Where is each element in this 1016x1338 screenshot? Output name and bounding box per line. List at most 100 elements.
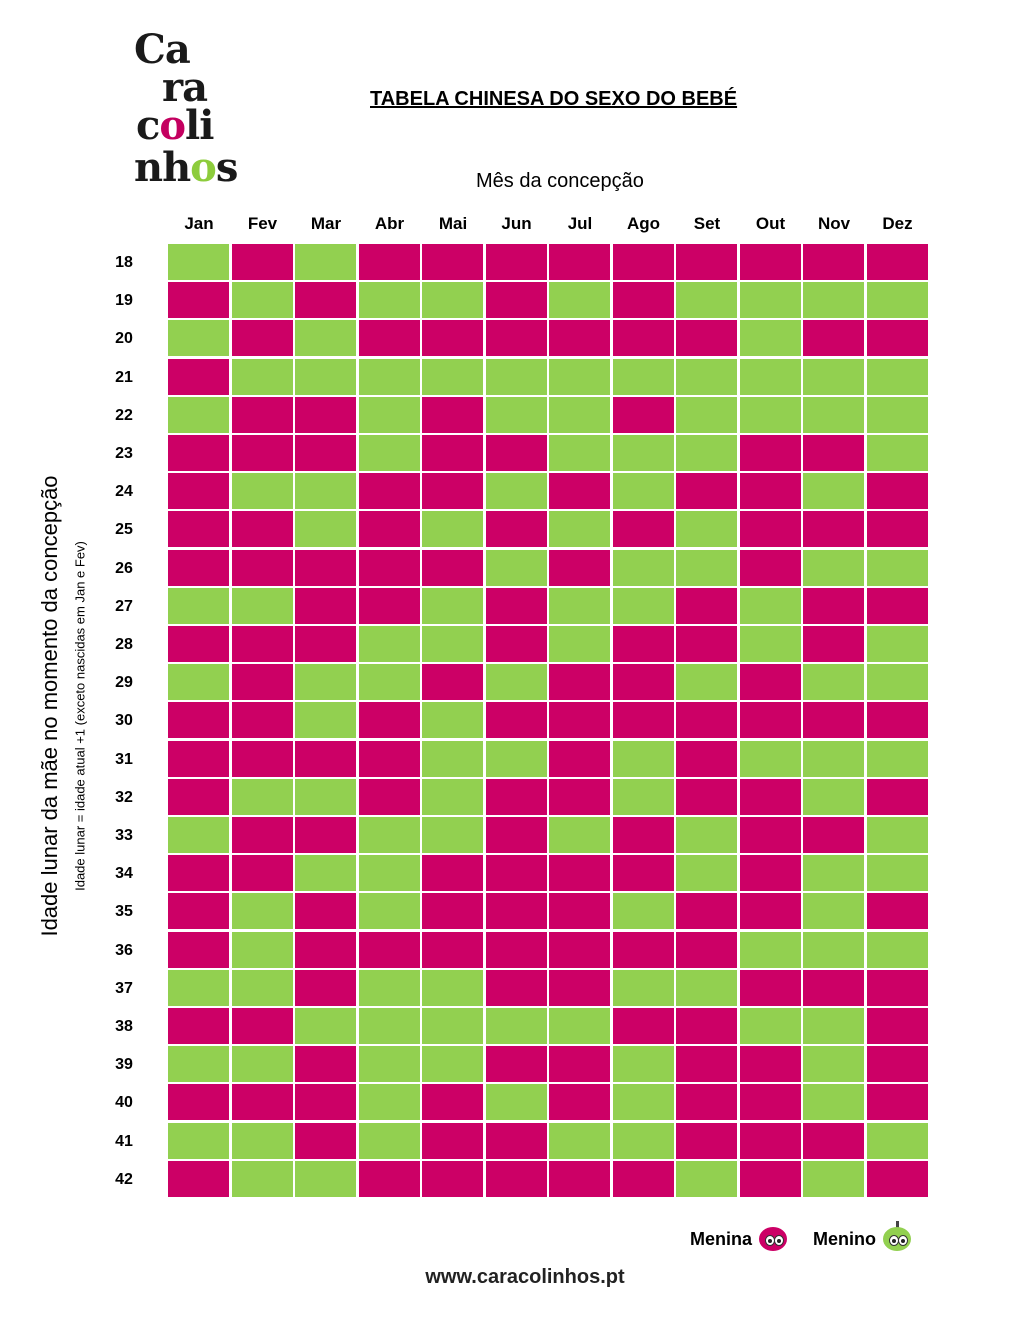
- cell-menina: [739, 702, 801, 739]
- cell-menino: [358, 282, 420, 319]
- cell-menino: [168, 587, 229, 624]
- cell-menina: [549, 702, 610, 739]
- month-header: Dez: [882, 214, 913, 233]
- cell-menino: [295, 1008, 356, 1044]
- cell-menino: [803, 396, 864, 433]
- cell-menino: [422, 702, 483, 739]
- cell-menina: [168, 549, 229, 586]
- cell-menino: [803, 358, 864, 395]
- cell-menina: [168, 702, 229, 739]
- cell-menino: [485, 1084, 547, 1121]
- cell-menino: [231, 893, 293, 930]
- cell-menina: [803, 320, 864, 357]
- age-label: 20: [115, 330, 133, 348]
- age-label: 40: [115, 1094, 133, 1112]
- cell-menina: [612, 931, 674, 968]
- cell-menina: [549, 473, 610, 510]
- cell-menino: [612, 435, 674, 471]
- cell-menina: [231, 817, 293, 853]
- cell-menino: [676, 969, 737, 1006]
- cell-menino: [803, 931, 864, 968]
- cell-menina: [803, 626, 864, 662]
- cell-menino: [358, 1122, 420, 1159]
- age-label: 27: [115, 597, 133, 615]
- cell-menina: [612, 396, 674, 433]
- cell-menina: [549, 969, 610, 1006]
- cell-menino: [676, 664, 737, 701]
- cell-menina: [485, 1046, 547, 1083]
- cell-menina: [295, 435, 356, 471]
- cell-menina: [866, 1046, 928, 1083]
- cell-menino: [168, 664, 229, 701]
- cell-menina: [612, 817, 674, 853]
- age-axis-title: Idade lunar da mãe no momento da concepç…: [37, 475, 62, 937]
- cell-menina: [168, 893, 229, 930]
- cell-menino: [231, 931, 293, 968]
- cell-menina: [485, 282, 547, 319]
- cell-menino: [549, 511, 610, 548]
- cell-menina: [168, 358, 229, 395]
- age-label: 22: [115, 406, 133, 424]
- cell-menina: [676, 587, 737, 624]
- cell-menina: [485, 320, 547, 357]
- cell-menino: [231, 1122, 293, 1159]
- logo-face-red: o: [159, 102, 186, 149]
- month-axis-title: Mês da concepção: [476, 170, 644, 192]
- age-label: 25: [115, 521, 133, 539]
- cell-menina: [549, 893, 610, 930]
- cell-menino: [358, 893, 420, 930]
- cell-menina: [485, 893, 547, 930]
- cell-menino: [739, 587, 801, 624]
- age-label: 37: [115, 979, 133, 997]
- cell-menino: [612, 549, 674, 586]
- age-label: 30: [115, 712, 133, 730]
- cell-menino: [866, 358, 928, 395]
- age-label: 38: [115, 1018, 133, 1035]
- cell-menino: [168, 969, 229, 1006]
- age-label: 31: [115, 750, 133, 768]
- cell-menina: [549, 855, 610, 892]
- cell-menino: [549, 587, 610, 624]
- cell-menina: [231, 740, 293, 777]
- cell-menino: [168, 1122, 229, 1159]
- cell-menina: [803, 817, 864, 853]
- girl-face-icon: [756, 1224, 790, 1254]
- cell-menina: [739, 435, 801, 471]
- cell-menina: [422, 664, 483, 701]
- cell-menino: [739, 358, 801, 395]
- cell-menino: [866, 817, 928, 853]
- cell-menina: [168, 1084, 229, 1121]
- cell-menino: [231, 969, 293, 1006]
- cell-menino: [612, 1084, 674, 1121]
- cell-menino: [739, 740, 801, 777]
- cell-menina: [866, 893, 928, 930]
- cell-menino: [612, 969, 674, 1006]
- cell-menino: [422, 626, 483, 662]
- cell-menina: [485, 511, 547, 548]
- cell-menina: [739, 511, 801, 548]
- cell-menino: [485, 358, 547, 395]
- cell-menino: [295, 778, 356, 815]
- cell-menina: [739, 244, 801, 280]
- cell-menino: [803, 1008, 864, 1044]
- month-header: Ago: [626, 214, 661, 233]
- cell-menina: [612, 855, 674, 892]
- cell-menino: [358, 396, 420, 433]
- cell-menino: [295, 511, 356, 548]
- legend-menina-label: Menina: [690, 1228, 753, 1249]
- cell-menina: [676, 893, 737, 930]
- cell-menina: [231, 511, 293, 548]
- cell-menino: [612, 778, 674, 815]
- cell-menino: [866, 664, 928, 701]
- cell-menino: [676, 1160, 737, 1197]
- cell-menino: [358, 664, 420, 701]
- month-header: Jan: [184, 214, 214, 233]
- cell-menino: [295, 473, 356, 510]
- cell-menino: [485, 473, 547, 510]
- cell-menina: [168, 511, 229, 548]
- cell-menina: [739, 473, 801, 510]
- cell-menina: [485, 1160, 547, 1197]
- cell-menina: [231, 320, 293, 357]
- month-header-row: Jan Fev Mar Abr Mai Jun Jul Ago Set Out Nov Dez: [168, 214, 930, 236]
- cell-menino: [422, 740, 483, 777]
